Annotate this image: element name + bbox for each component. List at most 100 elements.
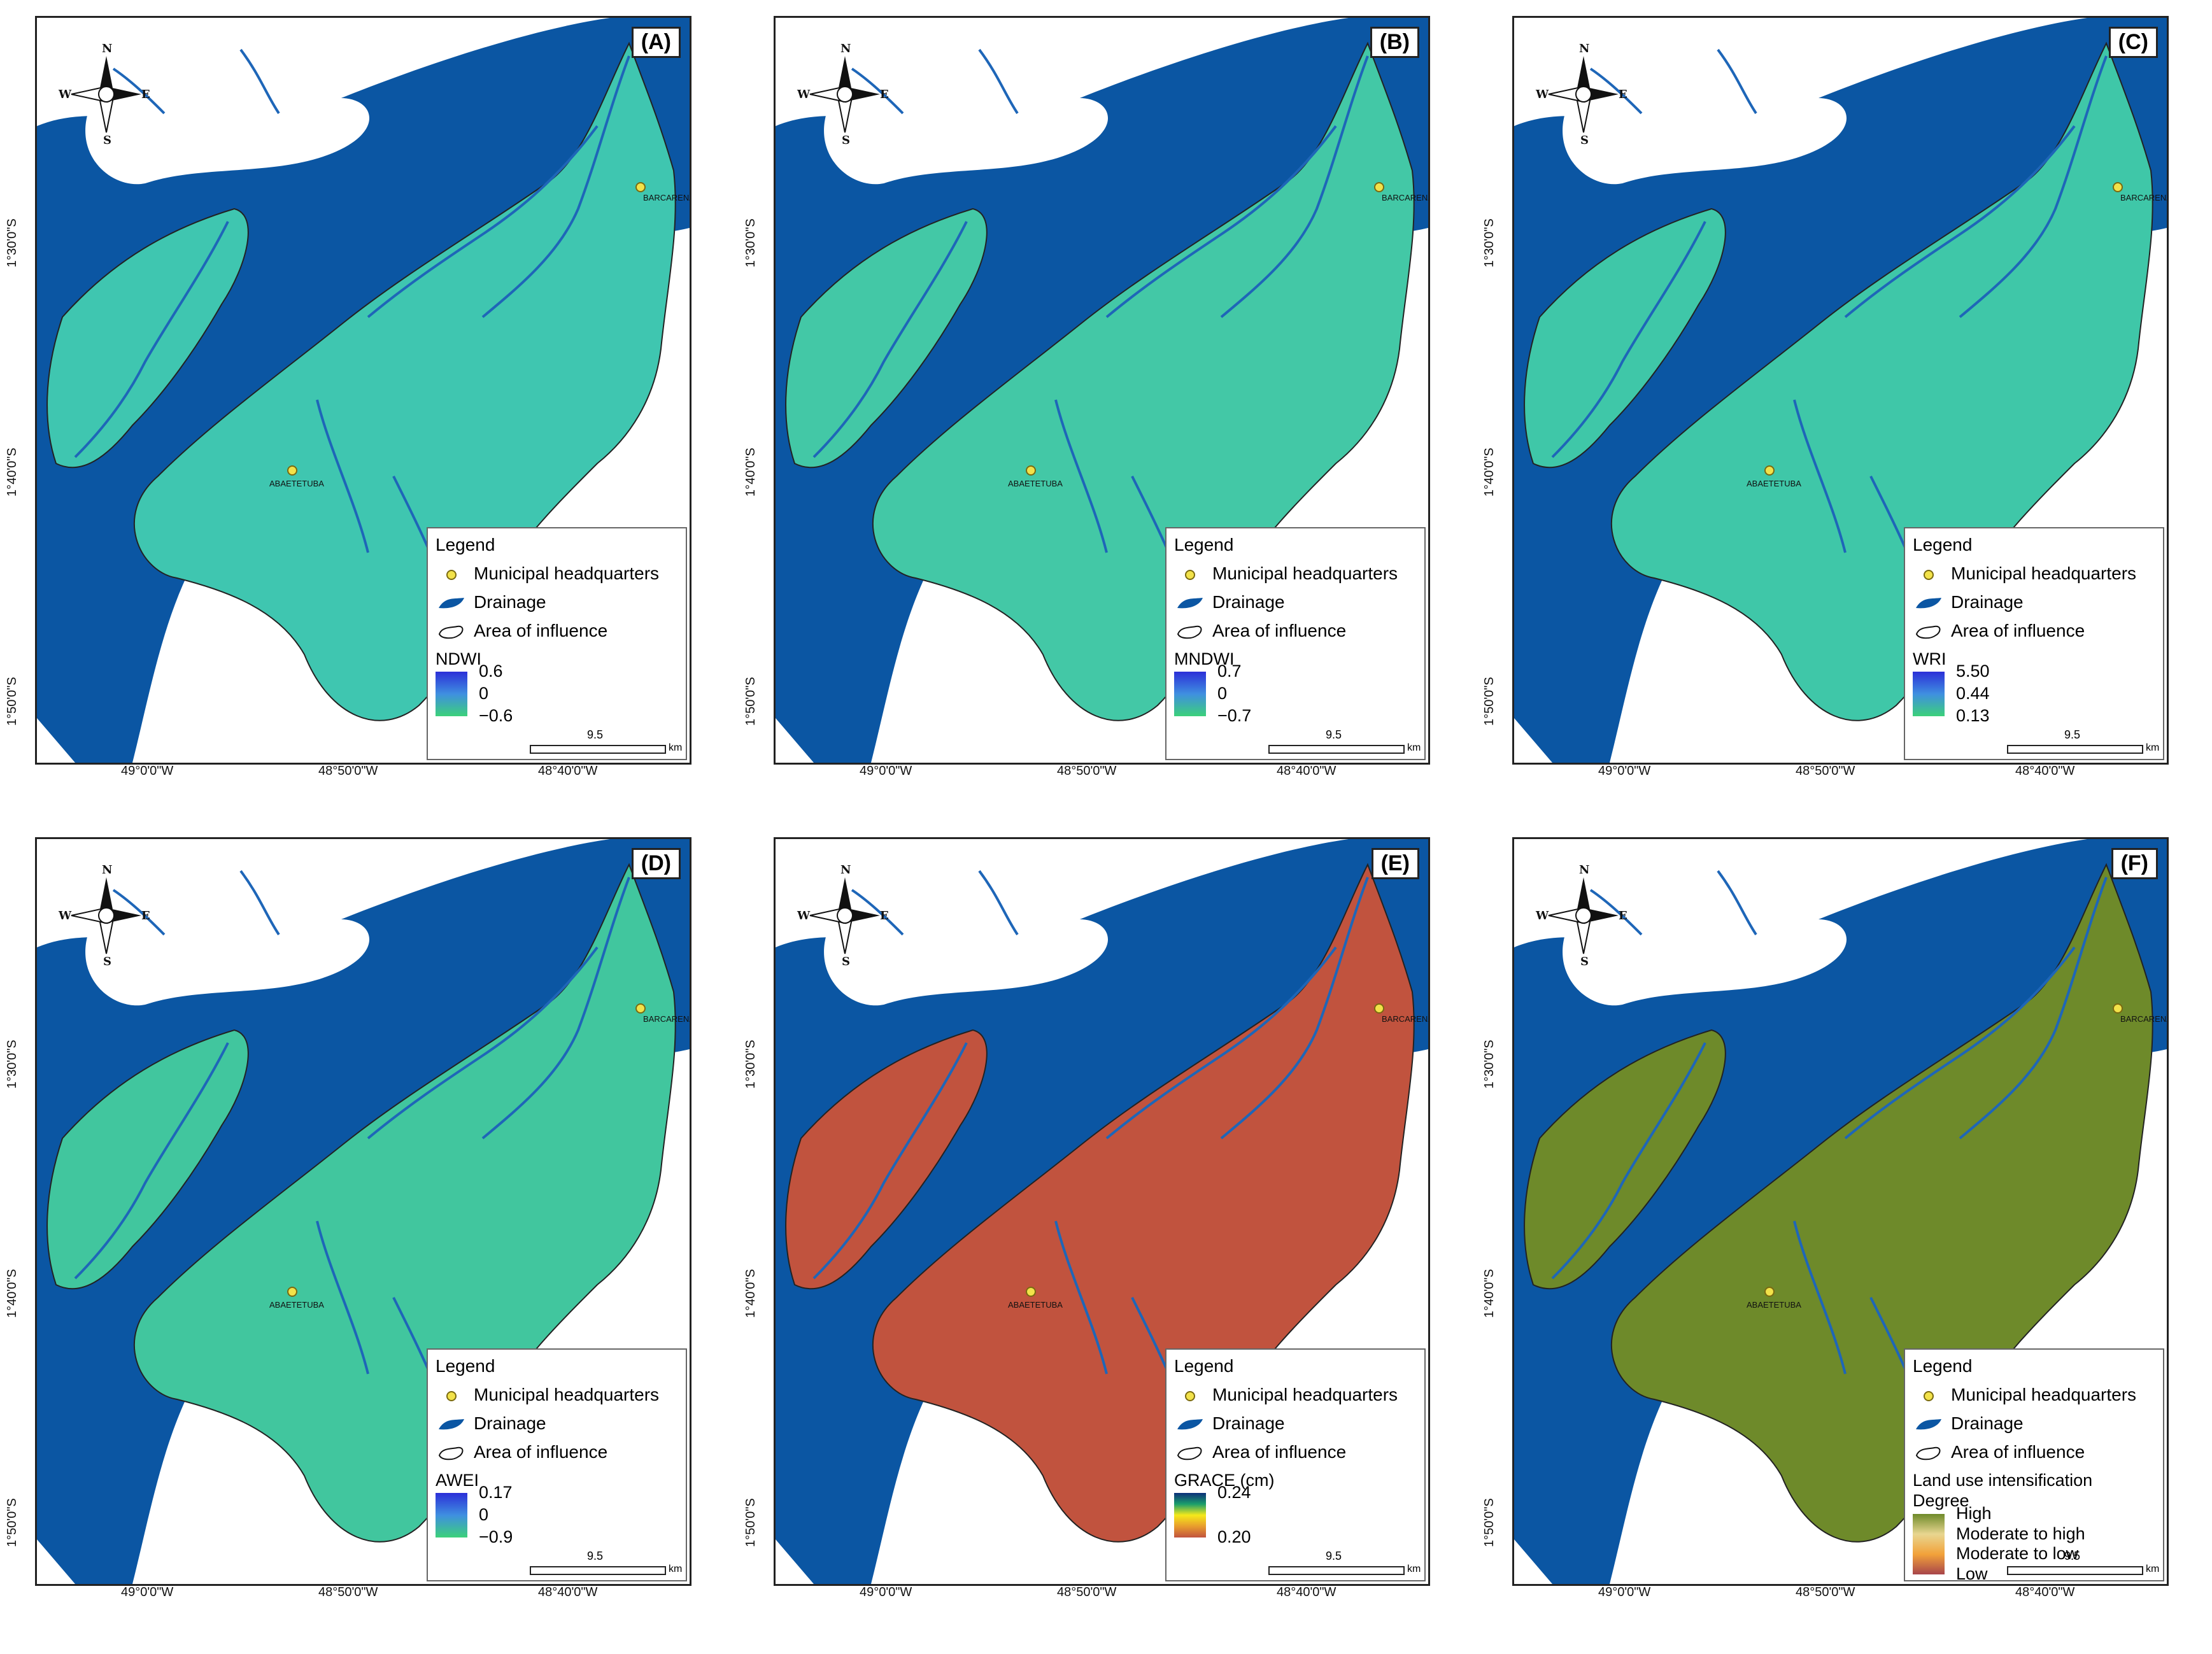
scale-unit: km bbox=[2146, 1564, 2160, 1574]
influence-symbol-icon bbox=[1174, 1445, 1206, 1462]
north-land bbox=[1563, 919, 1847, 1006]
drainage-line bbox=[812, 221, 968, 458]
scale-bar: 9.5 km bbox=[2007, 1550, 2159, 1575]
drainage-line bbox=[316, 399, 369, 553]
map-frame: (F) N S E W BARCARENA ABAETETUBA Legend Municipa… bbox=[1512, 837, 2169, 1586]
drainage-line bbox=[1551, 221, 1706, 458]
headquarters-symbol-icon bbox=[1174, 567, 1206, 583]
drainage-line bbox=[1054, 399, 1108, 553]
legend-item-drainage: Drainage bbox=[1913, 592, 2024, 612]
latitude-label: 1°40'0"S bbox=[5, 448, 19, 497]
ramp-tick-label: −0.7 bbox=[1217, 706, 1252, 725]
map-canvas bbox=[1514, 839, 2167, 1584]
index-title: AWEI bbox=[436, 1471, 479, 1490]
drainage-line bbox=[1717, 48, 1757, 115]
compass-n-label: N bbox=[1579, 863, 1590, 877]
legend-label: Area of influence bbox=[1212, 1442, 1347, 1462]
longitude-label: 48°50'0"W bbox=[1796, 764, 1855, 778]
city-marker bbox=[2113, 182, 2123, 192]
index-title: Land use intensification bbox=[1913, 1471, 2093, 1490]
ramp-tick-label: 0.17 bbox=[479, 1483, 513, 1502]
compass-n-label: N bbox=[1579, 42, 1590, 55]
city-label-abaetetuba: ABAETETUBA bbox=[1008, 1300, 1063, 1310]
compass-s-label: S bbox=[842, 955, 850, 968]
legend-item-influence: Area of influence bbox=[1913, 621, 2085, 641]
compass-s-label: S bbox=[103, 955, 111, 968]
scale-unit: km bbox=[2146, 742, 2160, 753]
latitude-label: 1°30'0"S bbox=[5, 218, 19, 267]
longitude-label: 49°0'0"W bbox=[860, 1585, 912, 1599]
scale-unit: km bbox=[1407, 1564, 1421, 1574]
scale-bar: 9.5 km bbox=[530, 1550, 682, 1575]
ramp-tick-label: Moderate to low bbox=[1956, 1544, 2079, 1564]
index-title: WRI bbox=[1913, 649, 1946, 668]
legend-label: Area of influence bbox=[1951, 621, 2085, 640]
color-ramp bbox=[1913, 1514, 1945, 1574]
city-label-barcarena: BARCARENA bbox=[2120, 193, 2169, 202]
legend-label: Municipal headquarters bbox=[1951, 563, 2137, 583]
drainage-line bbox=[1220, 55, 1369, 318]
map-panel: (C) N S E W BARCARENA ABAETETUBA Legend Municipa… bbox=[1477, 0, 2178, 783]
latitude-label: 1°30'0"S bbox=[744, 1040, 758, 1089]
longitude-label: 48°40'0"W bbox=[2015, 764, 2075, 778]
legend-label: Municipal headquarters bbox=[1212, 563, 1398, 583]
drainage-symbol-icon bbox=[1174, 595, 1206, 612]
compass-w-label: W bbox=[59, 88, 72, 101]
area-of-influence bbox=[1610, 863, 2153, 1543]
drainage-line bbox=[316, 1220, 369, 1375]
city-marker bbox=[287, 1287, 297, 1297]
scale-value: 9.5 bbox=[1326, 728, 1342, 741]
north-arrow-icon: N S E W bbox=[1536, 42, 1631, 152]
legend-title: Legend bbox=[436, 535, 495, 555]
latitude-label: 1°40'0"S bbox=[1482, 448, 1496, 497]
ramp-tick-label: 0.44 bbox=[1956, 684, 1990, 703]
legend-label: Drainage bbox=[1951, 592, 2024, 612]
panel-label: (F) bbox=[2111, 848, 2158, 879]
legend-label: Area of influence bbox=[1951, 1442, 2085, 1462]
drainage-line bbox=[367, 946, 599, 1140]
legend-title: Legend bbox=[436, 1356, 495, 1376]
longitude-label: 49°0'0"W bbox=[121, 1585, 174, 1599]
map-canvas bbox=[37, 18, 690, 763]
legend-label: Municipal headquarters bbox=[474, 1385, 660, 1404]
ramp-tick-label: 0 bbox=[479, 684, 489, 703]
legend-item-influence: Area of influence bbox=[436, 1442, 607, 1462]
city-label-abaetetuba: ABAETETUBA bbox=[1008, 479, 1063, 488]
scale-bar-segment bbox=[1268, 745, 1405, 754]
latitude-label: 1°30'0"S bbox=[5, 1040, 19, 1089]
index-subtitle: Degree bbox=[1913, 1491, 1969, 1510]
map-canvas bbox=[776, 839, 1428, 1584]
legend-item-drainage: Drainage bbox=[1174, 592, 1285, 612]
drainage-line bbox=[74, 1042, 229, 1280]
longitude-label: 48°50'0"W bbox=[318, 1585, 378, 1599]
scale-unit: km bbox=[669, 1564, 683, 1574]
drainage-symbol-icon bbox=[1174, 1417, 1206, 1433]
legend-item-drainage: Drainage bbox=[1913, 1413, 2024, 1434]
city-marker bbox=[635, 182, 646, 192]
scale-bar: 9.5 km bbox=[1268, 728, 1421, 754]
north-land bbox=[824, 919, 1109, 1006]
scale-bar: 9.5 km bbox=[1268, 1550, 1421, 1575]
drainage-line bbox=[367, 125, 599, 318]
latitude-label: 1°40'0"S bbox=[744, 448, 758, 497]
color-ramp bbox=[1174, 1493, 1206, 1537]
north-land bbox=[85, 98, 370, 185]
scale-unit: km bbox=[669, 742, 683, 753]
index-title: NDWI bbox=[436, 649, 481, 668]
compass-e-label: E bbox=[880, 88, 889, 101]
city-label-barcarena: BARCARENA bbox=[643, 193, 691, 202]
drainage-line bbox=[1105, 946, 1337, 1140]
legend-label: Area of influence bbox=[1212, 621, 1347, 640]
color-ramp bbox=[1174, 672, 1206, 716]
city-marker bbox=[287, 465, 297, 476]
compass-s-label: S bbox=[103, 134, 111, 147]
scale-bar-segment bbox=[2007, 745, 2143, 754]
legend-label: Drainage bbox=[474, 1413, 546, 1433]
longitude-label: 48°40'0"W bbox=[1277, 1585, 1336, 1599]
city-label-abaetetuba: ABAETETUBA bbox=[269, 479, 324, 488]
north-arrow-icon: N S E W bbox=[797, 863, 893, 973]
drainage-line bbox=[1959, 877, 2108, 1140]
ramp-tick-label: High bbox=[1956, 1504, 1992, 1523]
legend-label: Municipal headquarters bbox=[474, 563, 660, 583]
color-ramp bbox=[436, 672, 467, 716]
